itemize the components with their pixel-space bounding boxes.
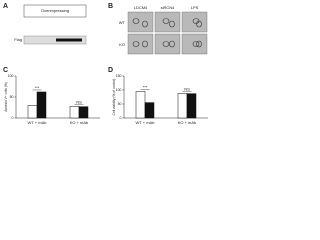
bar (144, 102, 155, 119)
significance: NS (76, 99, 82, 104)
y-tick-label: 0 (12, 116, 14, 120)
x-tick-label: WT + mAb (28, 120, 48, 125)
micrograph (154, 33, 181, 55)
micrograph (181, 33, 208, 55)
y-tick-label: 100 (116, 88, 122, 92)
column-label: LDCM4 (134, 5, 148, 10)
row-label: KO (119, 42, 125, 47)
y-tick-label: 100 (8, 74, 14, 78)
figure: A Overexpressing Flag B LDCM4 siRCN4 LPS WT… (3, 3, 208, 125)
y-tick-label: 150 (116, 74, 122, 78)
significance: *** (143, 84, 148, 89)
micrograph (127, 11, 154, 33)
panel-label: D (108, 67, 113, 74)
cell (142, 40, 148, 48)
x-tick-label: KO + mAb (70, 120, 89, 125)
cell (132, 18, 140, 24)
blot (23, 35, 87, 45)
cell (162, 41, 170, 47)
blot-row-label: Flag (14, 37, 22, 42)
cell (132, 41, 140, 47)
panel-label: B (108, 3, 113, 10)
row-label: WT (119, 20, 126, 25)
cell (196, 20, 202, 28)
y-tick-label: 50 (10, 95, 14, 99)
bar (69, 105, 80, 119)
bar (186, 93, 197, 119)
cell (196, 40, 202, 48)
cell (192, 41, 200, 47)
significance: NS (184, 86, 190, 91)
header-box (23, 4, 87, 18)
bar (177, 93, 188, 119)
panel-label: A (3, 3, 8, 10)
bar (78, 106, 89, 119)
micrograph (181, 11, 208, 33)
y-axis-label: Cell viability (% of control) (112, 79, 116, 116)
x-tick-label: KO + mAb (178, 120, 197, 125)
bar (36, 91, 47, 119)
cell (162, 18, 170, 24)
cell (169, 40, 175, 48)
y-tick-label: 0 (120, 116, 122, 120)
y-axis-label: Annexin V+ cells (%) (4, 82, 8, 112)
bar (135, 91, 146, 119)
bar (27, 105, 38, 119)
column-label: siRCN4 (161, 5, 176, 10)
blot-band (56, 38, 82, 42)
micrograph (154, 11, 181, 33)
panel-label: C (3, 67, 8, 74)
blot-header: Overexpressing (41, 8, 69, 13)
cell (142, 20, 148, 28)
significance: *** (35, 85, 40, 90)
x-tick-label: WT + mAb (136, 120, 156, 125)
cell (169, 20, 175, 28)
column-label: LPS (191, 5, 199, 10)
micrograph (127, 33, 154, 55)
y-tick-label: 50 (118, 102, 122, 106)
